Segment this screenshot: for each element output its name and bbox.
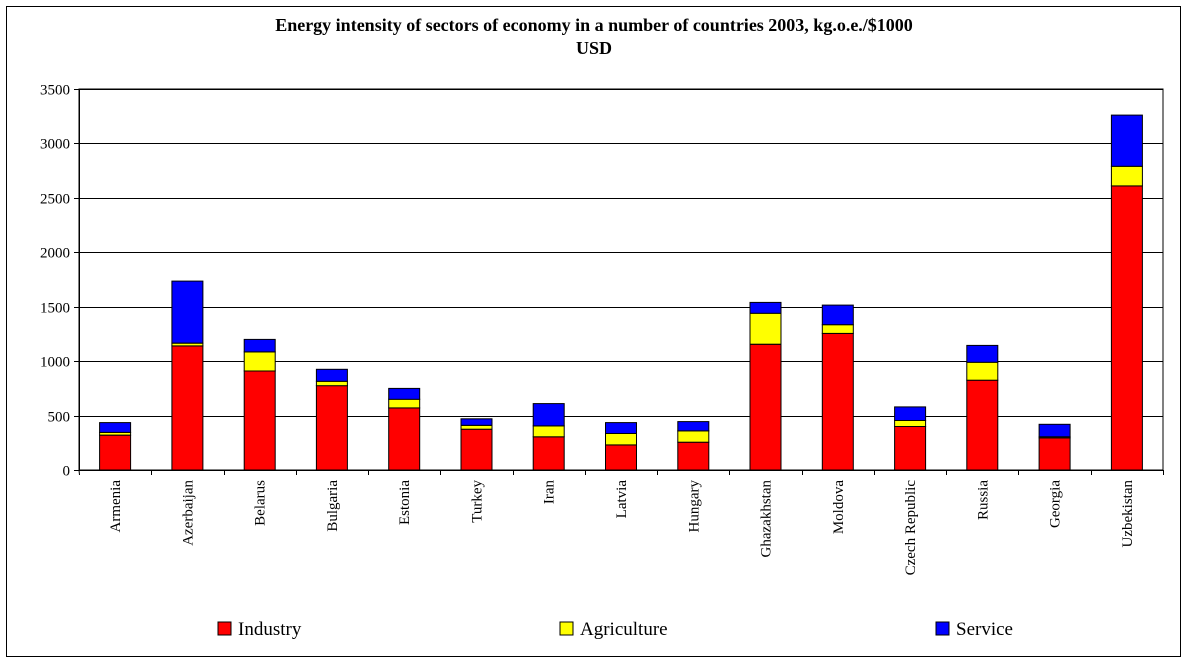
bar-agriculture-russia xyxy=(967,362,998,380)
y-tick-label: 0 xyxy=(63,464,71,480)
bar-service-iran xyxy=(533,404,564,426)
bar-service-azerbaijan xyxy=(172,281,203,343)
bar-agriculture-turkey xyxy=(461,425,492,429)
bar-agriculture-moldova xyxy=(822,325,853,334)
legend-label-agriculture: Agriculture xyxy=(580,619,668,640)
x-tick-label: Armenia xyxy=(108,480,124,533)
bar-industry-ghazakhstan xyxy=(750,344,781,470)
bar-industry-turkey xyxy=(461,429,492,470)
bar-agriculture-latvia xyxy=(606,434,637,445)
x-tick-label: Bulgaria xyxy=(325,480,341,532)
bar-industry-bulgaria xyxy=(316,386,347,470)
bar-service-georgia xyxy=(1039,424,1070,437)
x-tick-label: Ghazakhstan xyxy=(759,480,775,558)
bar-industry-azerbaijan xyxy=(172,346,203,470)
bar-industry-georgia xyxy=(1039,438,1070,470)
plot-area xyxy=(79,89,1163,470)
bar-agriculture-estonia xyxy=(389,399,420,408)
x-tick-label: Turkey xyxy=(469,480,485,523)
bar-agriculture-azerbaijan xyxy=(172,343,203,346)
bar-industry-iran xyxy=(533,437,564,470)
bar-agriculture-uzbekistan xyxy=(1111,166,1142,186)
y-tick-label: 1500 xyxy=(40,301,70,317)
bar-industry-russia xyxy=(967,380,998,470)
x-tick-label: Latvia xyxy=(614,480,630,519)
bar-service-belarus xyxy=(244,339,275,352)
bar-service-bulgaria xyxy=(316,369,347,381)
bar-industry-belarus xyxy=(244,371,275,470)
x-tick-label: Hungary xyxy=(686,480,702,533)
y-tick-label: 1000 xyxy=(40,355,70,371)
bar-service-moldova xyxy=(822,305,853,325)
gridlines xyxy=(79,89,1163,470)
y-tick-label: 3500 xyxy=(40,83,70,99)
x-tick-label: Russia xyxy=(975,480,991,520)
legend-swatch-industry xyxy=(218,622,231,635)
y-tick-label: 3000 xyxy=(40,137,70,153)
x-tick-label: Belarus xyxy=(253,480,269,526)
bar-service-hungary xyxy=(678,422,709,431)
bar-service-russia xyxy=(967,345,998,362)
bar-industry-czech-republic xyxy=(895,427,926,471)
bar-service-uzbekistan xyxy=(1111,115,1142,166)
bar-service-ghazakhstan xyxy=(750,302,781,313)
x-tick-label: Iran xyxy=(542,480,558,505)
bar-industry-estonia xyxy=(389,408,420,470)
bar-industry-latvia xyxy=(606,445,637,470)
y-tick-label: 2500 xyxy=(40,192,70,208)
bar-agriculture-hungary xyxy=(678,431,709,442)
bar-agriculture-ghazakhstan xyxy=(750,313,781,344)
tick-labels: 0 500 1000 1500 2000 2500 3000 3500 Armenia Azerb… xyxy=(40,83,1136,576)
bar-agriculture-iran xyxy=(533,426,564,437)
legend-swatch-service xyxy=(936,622,949,635)
bar-industry-uzbekistan xyxy=(1111,186,1142,470)
bar-service-turkey xyxy=(461,419,492,426)
x-tick-label: Estonia xyxy=(397,480,413,525)
y-tick-label: 2000 xyxy=(40,246,70,262)
bar-service-czech-republic xyxy=(895,407,926,421)
bar-service-estonia xyxy=(389,388,420,399)
legend-label-service: Service xyxy=(956,619,1013,640)
bar-agriculture-belarus xyxy=(244,352,275,371)
bar-industry-hungary xyxy=(678,442,709,470)
x-tick-label: Czech Republic xyxy=(903,480,919,576)
y-tick-label: 500 xyxy=(48,410,71,426)
x-tick-label: Azerbaijan xyxy=(180,480,196,546)
axes xyxy=(74,89,1164,475)
x-tick-label: Uzbekistan xyxy=(1120,480,1136,548)
legend-swatch-agriculture xyxy=(560,622,573,635)
bar-service-latvia xyxy=(606,423,637,434)
x-tick-label: Georgia xyxy=(1048,480,1064,528)
bar-industry-armenia xyxy=(100,435,131,470)
legend: Industry Agriculture Service xyxy=(218,619,1013,640)
bar-service-armenia xyxy=(100,423,131,433)
x-tick-label: Moldova xyxy=(831,480,847,535)
bar-industry-moldova xyxy=(822,333,853,470)
legend-label-industry: Industry xyxy=(238,619,302,640)
bar-agriculture-czech-republic xyxy=(895,421,926,427)
bar-agriculture-bulgaria xyxy=(316,381,347,385)
